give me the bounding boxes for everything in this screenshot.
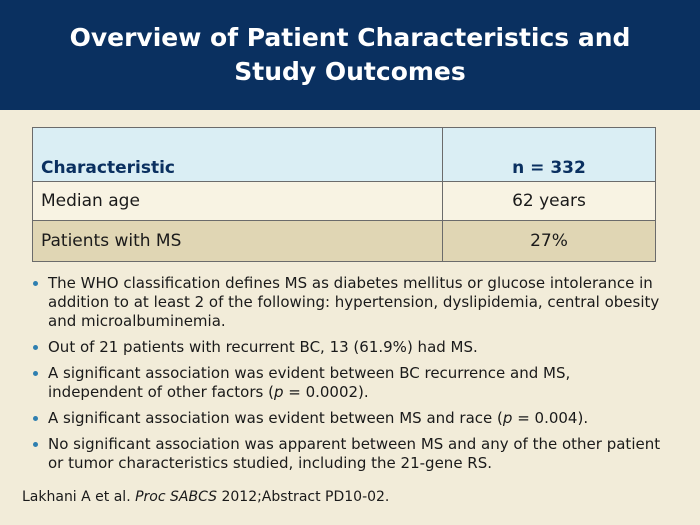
list-item: The WHO classification defines MS as dia… [32,274,662,331]
bullet-text: A significant association was evident be… [48,409,503,427]
table-header-cell: n = 332 [442,127,656,182]
bullet-list: The WHO classification defines MS as dia… [32,274,662,480]
bullet-dot-icon [33,345,38,350]
citation-details: 2012;Abstract PD10-02. [217,489,390,505]
bullet-text: = 0.004). [512,409,589,427]
p-value-symbol: p [502,409,513,427]
table-header-cell: Characteristic [32,127,443,182]
table-cell: Patients with MS [32,220,443,262]
slide-title: Overview of Patient Characteristics and … [69,23,631,86]
citation-authors: Lakhani A et al. [22,489,136,505]
bullet-dot-icon [33,371,38,376]
list-item: A significant association was evident be… [32,364,662,402]
bullet-dot-icon [33,281,38,286]
table-row: Patients with MS 27% [32,220,656,262]
bullet-dot-icon [33,416,38,421]
citation: Lakhani A et al. Proc SABCS 2012;Abstrac… [22,489,389,505]
title-banner: Overview of Patient Characteristics and … [0,0,700,110]
table-cell: 62 years [442,181,656,221]
list-item: Out of 21 patients with recurrent BC, 13… [32,338,662,357]
p-value-symbol: p [273,383,284,401]
list-item: No significant association was apparent … [32,435,662,473]
bullet-dot-icon [33,442,38,447]
table-cell: Median age [32,181,443,221]
bullet-text: The WHO classification defines MS as dia… [48,274,660,330]
bullet-text: No significant association was apparent … [48,435,661,472]
bullet-text: Out of 21 patients with recurrent BC, 13… [48,338,478,356]
bullet-text: A significant association was evident be… [48,364,571,401]
list-item: A significant association was evident be… [32,409,662,428]
table-row: Median age 62 years [32,181,656,221]
citation-journal: Proc SABCS [135,489,218,505]
table-cell: 27% [442,220,656,262]
table-header-row: Characteristic n = 332 [32,127,656,182]
bullet-text: = 0.0002). [283,383,369,401]
characteristics-table: Characteristic n = 332 Median age 62 yea… [32,127,656,262]
